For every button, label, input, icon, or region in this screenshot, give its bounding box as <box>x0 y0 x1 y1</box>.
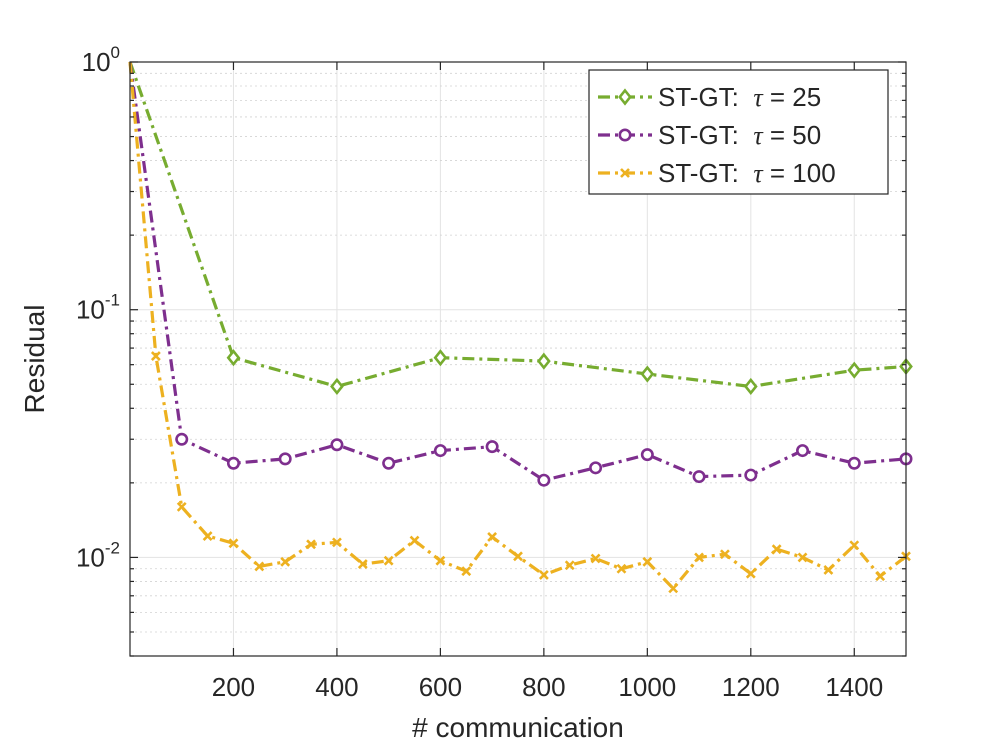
legend-entry-3: ST-GT: τ = 100 <box>598 158 836 188</box>
data-point <box>616 563 627 574</box>
data-point <box>694 552 704 563</box>
data-point <box>668 583 679 594</box>
y-axis-label: Residual <box>19 305 50 414</box>
data-point <box>306 539 316 550</box>
data-point <box>228 538 239 549</box>
data-point <box>485 440 499 454</box>
data-point <box>254 561 265 572</box>
legend-entry-1: ST-GT: τ = 25 <box>598 82 821 112</box>
data-point <box>280 556 291 567</box>
data-point <box>382 456 396 470</box>
legend-label: ST-GT: τ = 100 <box>658 158 836 188</box>
data-point <box>357 559 368 570</box>
x-tick-label: 1000 <box>618 672 676 702</box>
data-point <box>332 537 342 548</box>
data-point <box>330 438 344 452</box>
x-tick-label: 200 <box>212 672 255 702</box>
x-tick-labels: 200 400 600 800 1000 1200 1400 <box>212 672 883 702</box>
data-point <box>433 349 448 367</box>
data-point <box>640 448 654 462</box>
data-point <box>383 555 394 566</box>
data-point <box>796 444 810 458</box>
series-3 <box>128 61 911 594</box>
data-point <box>692 470 706 484</box>
data-point <box>538 569 549 580</box>
data-point <box>330 377 344 396</box>
legend-box <box>588 69 889 195</box>
data-point <box>849 540 860 551</box>
data-point <box>875 571 886 582</box>
data-point <box>409 535 420 546</box>
data-point <box>537 473 551 487</box>
y-tick-labels: 10-2 10-1 100 <box>76 43 120 572</box>
data-point <box>513 551 523 562</box>
data-point <box>537 352 551 370</box>
legend-marker <box>618 88 632 106</box>
data-point <box>487 531 498 542</box>
x-tick-label: 1200 <box>722 672 780 702</box>
data-point <box>720 549 730 560</box>
ticks <box>130 61 906 657</box>
data-point <box>590 553 601 564</box>
y-tick-label: 10-1 <box>76 291 120 325</box>
data-point <box>461 566 472 577</box>
data-point <box>640 365 655 383</box>
data-point <box>847 361 862 379</box>
data-point <box>589 461 603 475</box>
legend-marker <box>620 168 630 178</box>
data-point <box>435 555 446 566</box>
legend-label: ST-GT: τ = 25 <box>658 82 821 112</box>
data-point <box>226 456 240 470</box>
data-point <box>202 531 213 541</box>
data-point <box>433 444 447 458</box>
x-tick-label: 1400 <box>825 672 883 702</box>
data-point <box>823 565 834 575</box>
x-tick-label: 400 <box>315 672 358 702</box>
axes-box <box>129 61 907 657</box>
data-point <box>150 351 161 361</box>
data-point <box>175 432 189 446</box>
data-point <box>278 452 292 466</box>
data-point <box>797 552 808 563</box>
data-point <box>745 568 756 579</box>
data-point <box>176 501 187 512</box>
legend: ST-GT: τ = 25 ST-GT: τ = 50 ST-GT: τ = 100 <box>588 69 889 195</box>
data-point <box>847 456 861 470</box>
legend-marker <box>618 128 632 142</box>
data-point <box>642 556 653 567</box>
data-point <box>226 349 241 367</box>
data-point <box>743 377 758 396</box>
y-tick-label: 100 <box>82 43 120 77</box>
series-line <box>128 61 907 482</box>
data-point <box>744 468 758 482</box>
y-tick-label: 10-2 <box>76 538 120 572</box>
legend-label: ST-GT: τ = 50 <box>658 120 821 150</box>
data-point <box>564 560 575 571</box>
legend-entry-2: ST-GT: τ = 50 <box>598 120 821 150</box>
x-tick-label: 600 <box>419 672 462 702</box>
x-tick-label: 800 <box>522 672 565 702</box>
x-axis-label: # communication <box>412 712 624 743</box>
data-point <box>771 544 782 555</box>
